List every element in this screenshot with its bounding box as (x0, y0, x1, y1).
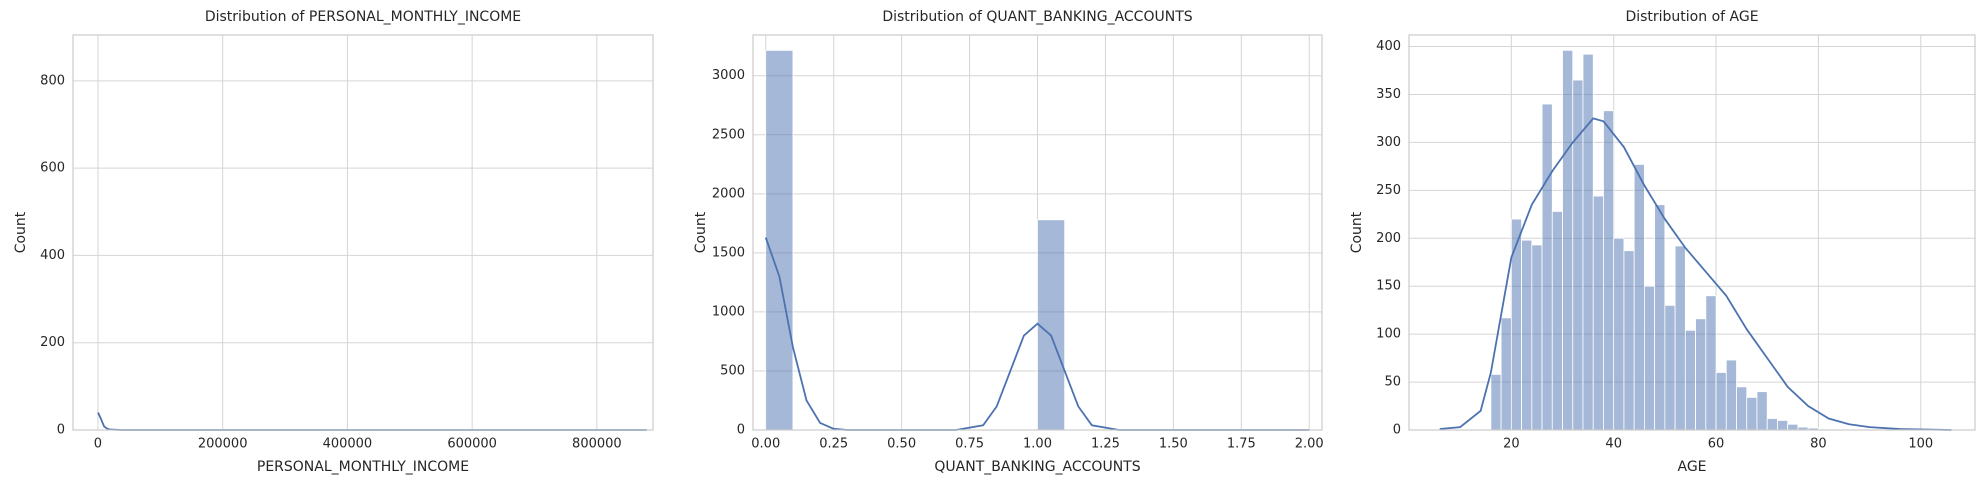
bar (1623, 250, 1635, 431)
y-tick-label: 0 (737, 423, 745, 438)
bar (1500, 317, 1512, 431)
y-axis-label: Count (693, 211, 709, 253)
chart-title: Distribution of QUANT_BANKING_ACCOUNTS (882, 9, 1192, 25)
y-tick-label: 400 (1376, 39, 1401, 54)
bar (1746, 397, 1758, 431)
x-tick-label: 0.50 (887, 437, 916, 452)
bar (1715, 372, 1727, 431)
y-tick-label: 2500 (712, 127, 745, 142)
bar (1592, 195, 1604, 431)
x-tick-label: 2.00 (1295, 437, 1324, 452)
bar (765, 49, 794, 431)
y-axis-label: Count (1349, 211, 1365, 253)
bar (1725, 359, 1737, 431)
y-tick-label: 200 (1376, 231, 1401, 246)
bar (1582, 53, 1594, 431)
x-tick-label: 800000 (572, 437, 622, 452)
bar (1756, 391, 1768, 431)
x-tick-label: 1.50 (1159, 437, 1188, 452)
bar (1787, 423, 1799, 431)
x-axis-label: PERSONAL_MONTHLY_INCOME (257, 459, 469, 475)
x-tick-label: 0 (94, 437, 102, 452)
y-tick-label: 1500 (712, 245, 745, 260)
bar (1736, 386, 1748, 431)
y-tick-label: 2000 (712, 186, 745, 201)
x-tick-label: 40 (1605, 437, 1622, 452)
y-tick-label: 400 (40, 248, 65, 263)
kde-line (1439, 117, 1952, 431)
y-tick-label: 350 (1376, 87, 1401, 102)
y-tick-label: 0 (1393, 423, 1401, 438)
bar (1777, 420, 1789, 431)
x-axis-label: AGE (1677, 459, 1706, 475)
bar (1644, 285, 1656, 431)
x-tick-label: 0.25 (819, 437, 848, 452)
chart-title: Distribution of AGE (1625, 9, 1758, 25)
y-tick-label: 300 (1376, 135, 1401, 150)
bar (1705, 295, 1717, 431)
y-tick-label: 3000 (712, 68, 745, 83)
bar (1613, 237, 1625, 431)
bar (1674, 245, 1686, 431)
bar (1664, 304, 1676, 431)
y-tick-label: 250 (1376, 183, 1401, 198)
x-tick-label: 1.25 (1091, 437, 1120, 452)
x-tick-label: 0.00 (751, 437, 780, 452)
bar (1684, 329, 1696, 431)
x-tick-label: 100 (1908, 437, 1933, 452)
bar (1551, 211, 1563, 431)
bar (1521, 239, 1533, 431)
y-axis-label: Count (13, 211, 29, 253)
bar (1531, 244, 1543, 431)
bar (1510, 218, 1522, 431)
y-tick-label: 0 (57, 423, 65, 438)
axes-frame (72, 34, 654, 431)
bar (1562, 49, 1574, 431)
axes-frame (752, 34, 1323, 431)
bar (1037, 219, 1066, 431)
kde-line (97, 412, 647, 431)
bar (1633, 164, 1645, 431)
x-tick-label: 600000 (447, 437, 497, 452)
bar (1695, 318, 1707, 431)
x-axis-label: QUANT_BANKING_ACCOUNTS (934, 459, 1140, 475)
y-tick-label: 600 (40, 161, 65, 176)
x-tick-label: 0.75 (955, 437, 984, 452)
x-tick-label: 200000 (198, 437, 248, 452)
x-tick-label: 20 (1503, 437, 1520, 452)
x-tick-label: 400000 (323, 437, 373, 452)
x-tick-label: 80 (1810, 437, 1827, 452)
bar (1603, 110, 1615, 431)
y-tick-label: 800 (40, 73, 65, 88)
y-tick-label: 150 (1376, 279, 1401, 294)
y-tick-label: 1000 (712, 304, 745, 319)
y-tick-label: 200 (40, 335, 65, 350)
bar (1490, 373, 1502, 431)
x-tick-label: 1.75 (1227, 437, 1256, 452)
y-tick-label: 100 (1376, 327, 1401, 342)
bar (1654, 204, 1666, 431)
y-tick-label: 500 (720, 363, 745, 378)
x-tick-label: 1.00 (1023, 437, 1052, 452)
axes-frame (1408, 34, 1976, 431)
y-tick-label: 50 (1384, 375, 1401, 390)
bar (1541, 103, 1553, 431)
kde-line (764, 237, 1310, 431)
bar (1766, 418, 1778, 431)
x-tick-label: 60 (1708, 437, 1725, 452)
chart-title: Distribution of PERSONAL_MONTHLY_INCOME (205, 9, 521, 25)
